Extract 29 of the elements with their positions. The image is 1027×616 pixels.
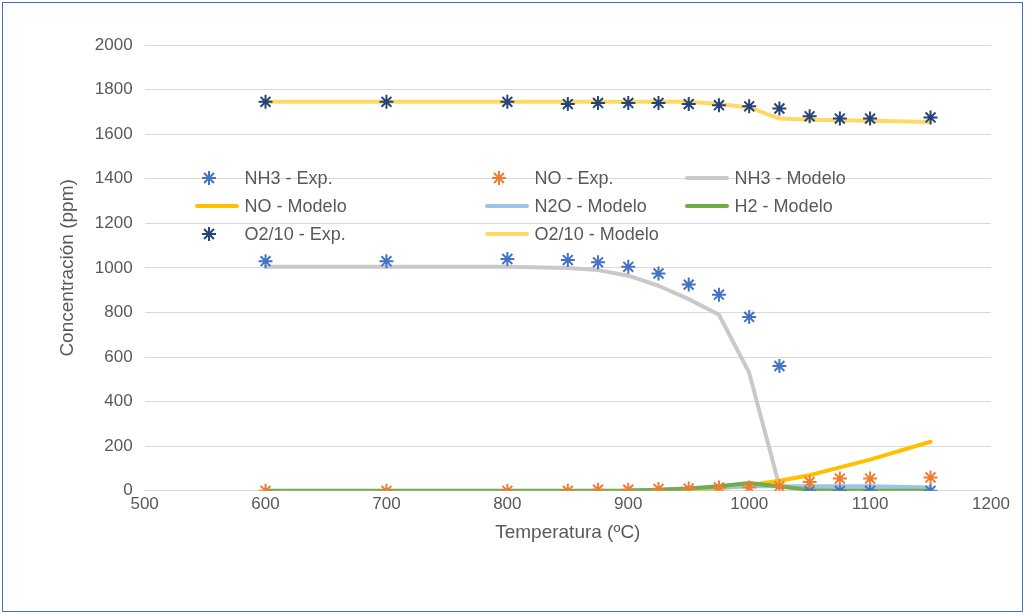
y-tick-label: 1600	[94, 123, 133, 143]
x-tick-label: 900	[614, 493, 643, 513]
x-axis-title: Temperatura (ºC)	[495, 520, 641, 542]
y-tick-label: 600	[104, 346, 133, 366]
y-axis-title: Concentración (ppm)	[55, 179, 77, 357]
y-tick-label: 0	[123, 480, 133, 500]
y-tick-label: 800	[104, 302, 133, 322]
x-tick-label: 600	[251, 493, 280, 513]
legend-label: O2/10 - Exp.	[244, 223, 346, 245]
y-tick-label: 2000	[94, 34, 133, 54]
legend-label: N2O - Modelo	[534, 195, 647, 217]
y-tick-label: 400	[104, 391, 133, 411]
y-tick-label: 1000	[94, 257, 133, 277]
legend-label: O2/10 - Modelo	[534, 223, 659, 245]
y-tick-label: 200	[104, 435, 133, 455]
x-tick-label: 700	[372, 493, 401, 513]
legend-label: NO - Exp.	[534, 167, 614, 189]
x-tick-label: 1000	[730, 493, 769, 513]
x-tick-label: 1100	[851, 493, 889, 513]
x-tick-label: 500	[130, 493, 159, 513]
legend-label: H2 - Modelo	[734, 195, 833, 217]
x-tick-label: 1200	[972, 493, 1010, 513]
y-tick-label: 1800	[94, 79, 133, 99]
legend-label: NO - Modelo	[244, 195, 347, 217]
legend-label: NH3 - Exp.	[244, 167, 333, 189]
y-tick-label: 1200	[94, 213, 133, 233]
x-tick-label: 800	[493, 493, 522, 513]
legend-label: NH3 - Modelo	[734, 167, 846, 189]
y-tick-label: 1400	[94, 168, 133, 188]
